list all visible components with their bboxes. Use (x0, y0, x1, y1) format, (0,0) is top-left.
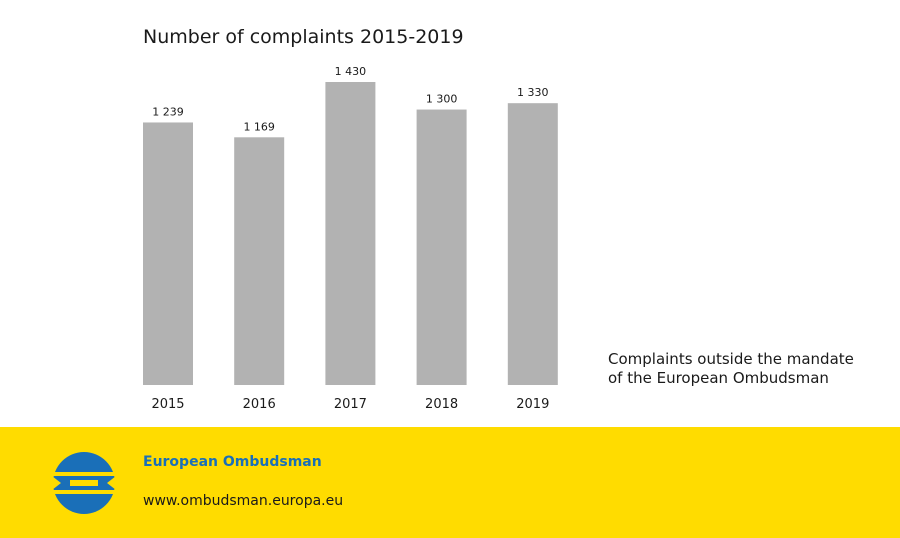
value-label-2017: 1 430 (335, 65, 367, 78)
bar-2015 (143, 122, 193, 385)
bar-2018 (416, 109, 467, 385)
legend-line-2: of the European Ombudsman (608, 369, 829, 387)
value-label-2019: 1 330 (517, 86, 549, 99)
bar-2019 (507, 103, 558, 385)
value-label-2015: 1 239 (152, 105, 184, 118)
value-label-2018: 1 300 (426, 93, 458, 106)
legend-text: Complaints outside the mandate of the Eu… (608, 350, 888, 388)
footer-banner: European Ombudsman www.ombudsman.europa.… (0, 427, 900, 538)
x-tick-label-2016: 2016 (243, 397, 276, 412)
x-tick-label-2018: 2018 (425, 397, 458, 412)
value-label-2016: 1 169 (243, 120, 275, 133)
bar-2016 (234, 137, 285, 385)
legend-line-1: Complaints outside the mandate (608, 350, 854, 368)
bar-chart: 1 239 2015 1 169 2016 1 430 2017 1 300 2018 1 33… (143, 65, 558, 412)
x-tick-label-2019: 2019 (516, 397, 549, 412)
x-tick-label-2017: 2017 (334, 397, 367, 412)
chart-title: Number of complaints 2015-2019 (143, 26, 464, 48)
european-ombudsman-logo-icon (52, 452, 116, 514)
organization-name: European Ombudsman (143, 454, 322, 470)
bar-2017 (325, 82, 376, 385)
x-tick-label-2015: 2015 (151, 397, 184, 412)
organization-url[interactable]: www.ombudsman.europa.eu (143, 493, 344, 509)
